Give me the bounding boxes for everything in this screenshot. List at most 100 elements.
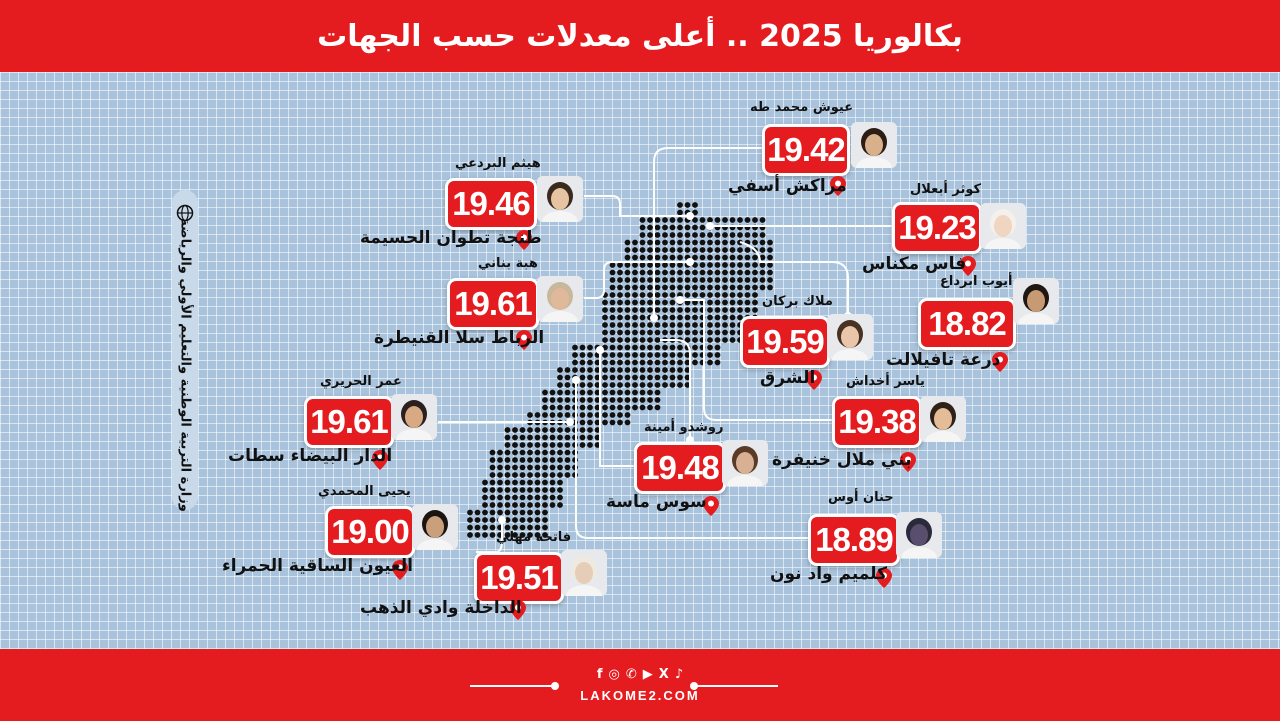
whatsapp-icon[interactable]: ✆ <box>625 667 637 682</box>
map-dot <box>624 412 631 418</box>
map-dot <box>662 277 668 283</box>
map-dot <box>474 532 481 538</box>
map-dot <box>669 247 676 253</box>
map-dot <box>504 532 511 538</box>
tiktok-icon[interactable]: ♪ <box>674 667 684 682</box>
map-dot <box>662 307 668 313</box>
instagram-icon[interactable]: ◎ <box>608 667 620 682</box>
map-dot <box>759 247 766 253</box>
map-dot <box>722 307 728 313</box>
map-dot <box>482 479 488 486</box>
map-dot <box>512 464 518 471</box>
avatar-icon <box>1013 278 1059 324</box>
map-dot <box>632 262 638 268</box>
map-dot <box>662 329 668 336</box>
map-dot <box>482 517 488 523</box>
map-dot <box>744 217 751 223</box>
map-dot <box>684 277 691 283</box>
map-dot <box>617 292 623 298</box>
map-dot <box>609 382 616 388</box>
map-dot <box>579 344 586 351</box>
map-dot <box>654 232 661 238</box>
student-score-badge: 19.46 <box>445 178 537 230</box>
map-dot <box>594 359 601 366</box>
map-dot <box>714 247 721 253</box>
student-score-badge: 19.23 <box>892 202 982 254</box>
map-dot <box>684 359 691 366</box>
map-dot <box>654 389 661 396</box>
map-dot <box>669 382 676 388</box>
map-dot <box>639 247 646 253</box>
map-dot <box>602 352 608 358</box>
x-icon[interactable]: X <box>658 667 669 682</box>
map-dot <box>677 232 683 238</box>
student-score-badge: 19.42 <box>762 124 850 176</box>
student-photo <box>391 394 437 440</box>
map-dot <box>684 284 691 291</box>
map-dot <box>579 427 586 433</box>
map-dot <box>662 352 668 358</box>
map-dot <box>707 314 713 321</box>
map-dot <box>534 472 541 478</box>
student-name: روشدو أمينة <box>644 420 724 435</box>
map-dot <box>654 322 661 328</box>
map-dot <box>557 472 563 478</box>
map-dot <box>594 382 601 388</box>
map-dot <box>609 262 616 268</box>
map-dot <box>632 277 638 283</box>
map-dot <box>654 277 661 283</box>
map-dot <box>632 299 638 306</box>
map-dot <box>542 464 548 471</box>
facebook-icon[interactable]: f <box>596 667 603 682</box>
map-dot <box>647 254 653 261</box>
site-url[interactable]: LAKOME2.COM <box>580 688 700 703</box>
map-dot <box>617 314 623 321</box>
map-dot <box>527 457 533 463</box>
map-dot <box>542 494 548 501</box>
connector-node <box>572 376 580 384</box>
connector-line <box>739 241 849 316</box>
map-dot <box>767 269 773 276</box>
map-dot <box>504 479 511 486</box>
map-dot <box>722 284 728 291</box>
map-dot <box>467 524 473 531</box>
map-dot <box>564 427 571 433</box>
map-dot <box>647 277 653 283</box>
student-photo <box>537 276 583 322</box>
map-dot <box>572 352 578 358</box>
map-dot <box>639 239 646 246</box>
map-dot <box>579 412 586 418</box>
map-dot <box>677 382 683 388</box>
map-dot <box>707 352 713 358</box>
map-dot <box>669 284 676 291</box>
map-dot <box>527 442 533 448</box>
region-label: العيون الساقية الحمراء <box>222 556 413 576</box>
map-dot <box>729 307 736 313</box>
map-dot <box>587 397 593 403</box>
map-dot <box>602 314 608 321</box>
student-score-badge: 18.82 <box>918 298 1016 350</box>
map-dot <box>662 292 668 298</box>
map-dot <box>677 359 683 366</box>
student-name: هبة بناني <box>478 256 538 271</box>
map-dot <box>549 427 556 433</box>
map-dot <box>692 329 698 336</box>
youtube-icon[interactable]: ▶ <box>642 667 653 682</box>
map-dot <box>489 457 496 463</box>
map-dot <box>527 464 533 471</box>
region-label: مراكش أسفي <box>728 176 847 196</box>
map-dot <box>617 367 623 373</box>
map-dot <box>669 224 676 231</box>
map-dot <box>714 322 721 328</box>
map-dot <box>692 209 698 216</box>
map-dot <box>617 277 623 283</box>
map-dot <box>632 284 638 291</box>
map-dot <box>669 239 676 246</box>
map-dot <box>542 502 548 508</box>
map-dot <box>632 382 638 388</box>
map-dot <box>677 209 683 216</box>
connector-line <box>584 261 690 299</box>
map-dot <box>737 299 743 306</box>
map-dot <box>617 382 623 388</box>
map-dot <box>564 449 571 456</box>
